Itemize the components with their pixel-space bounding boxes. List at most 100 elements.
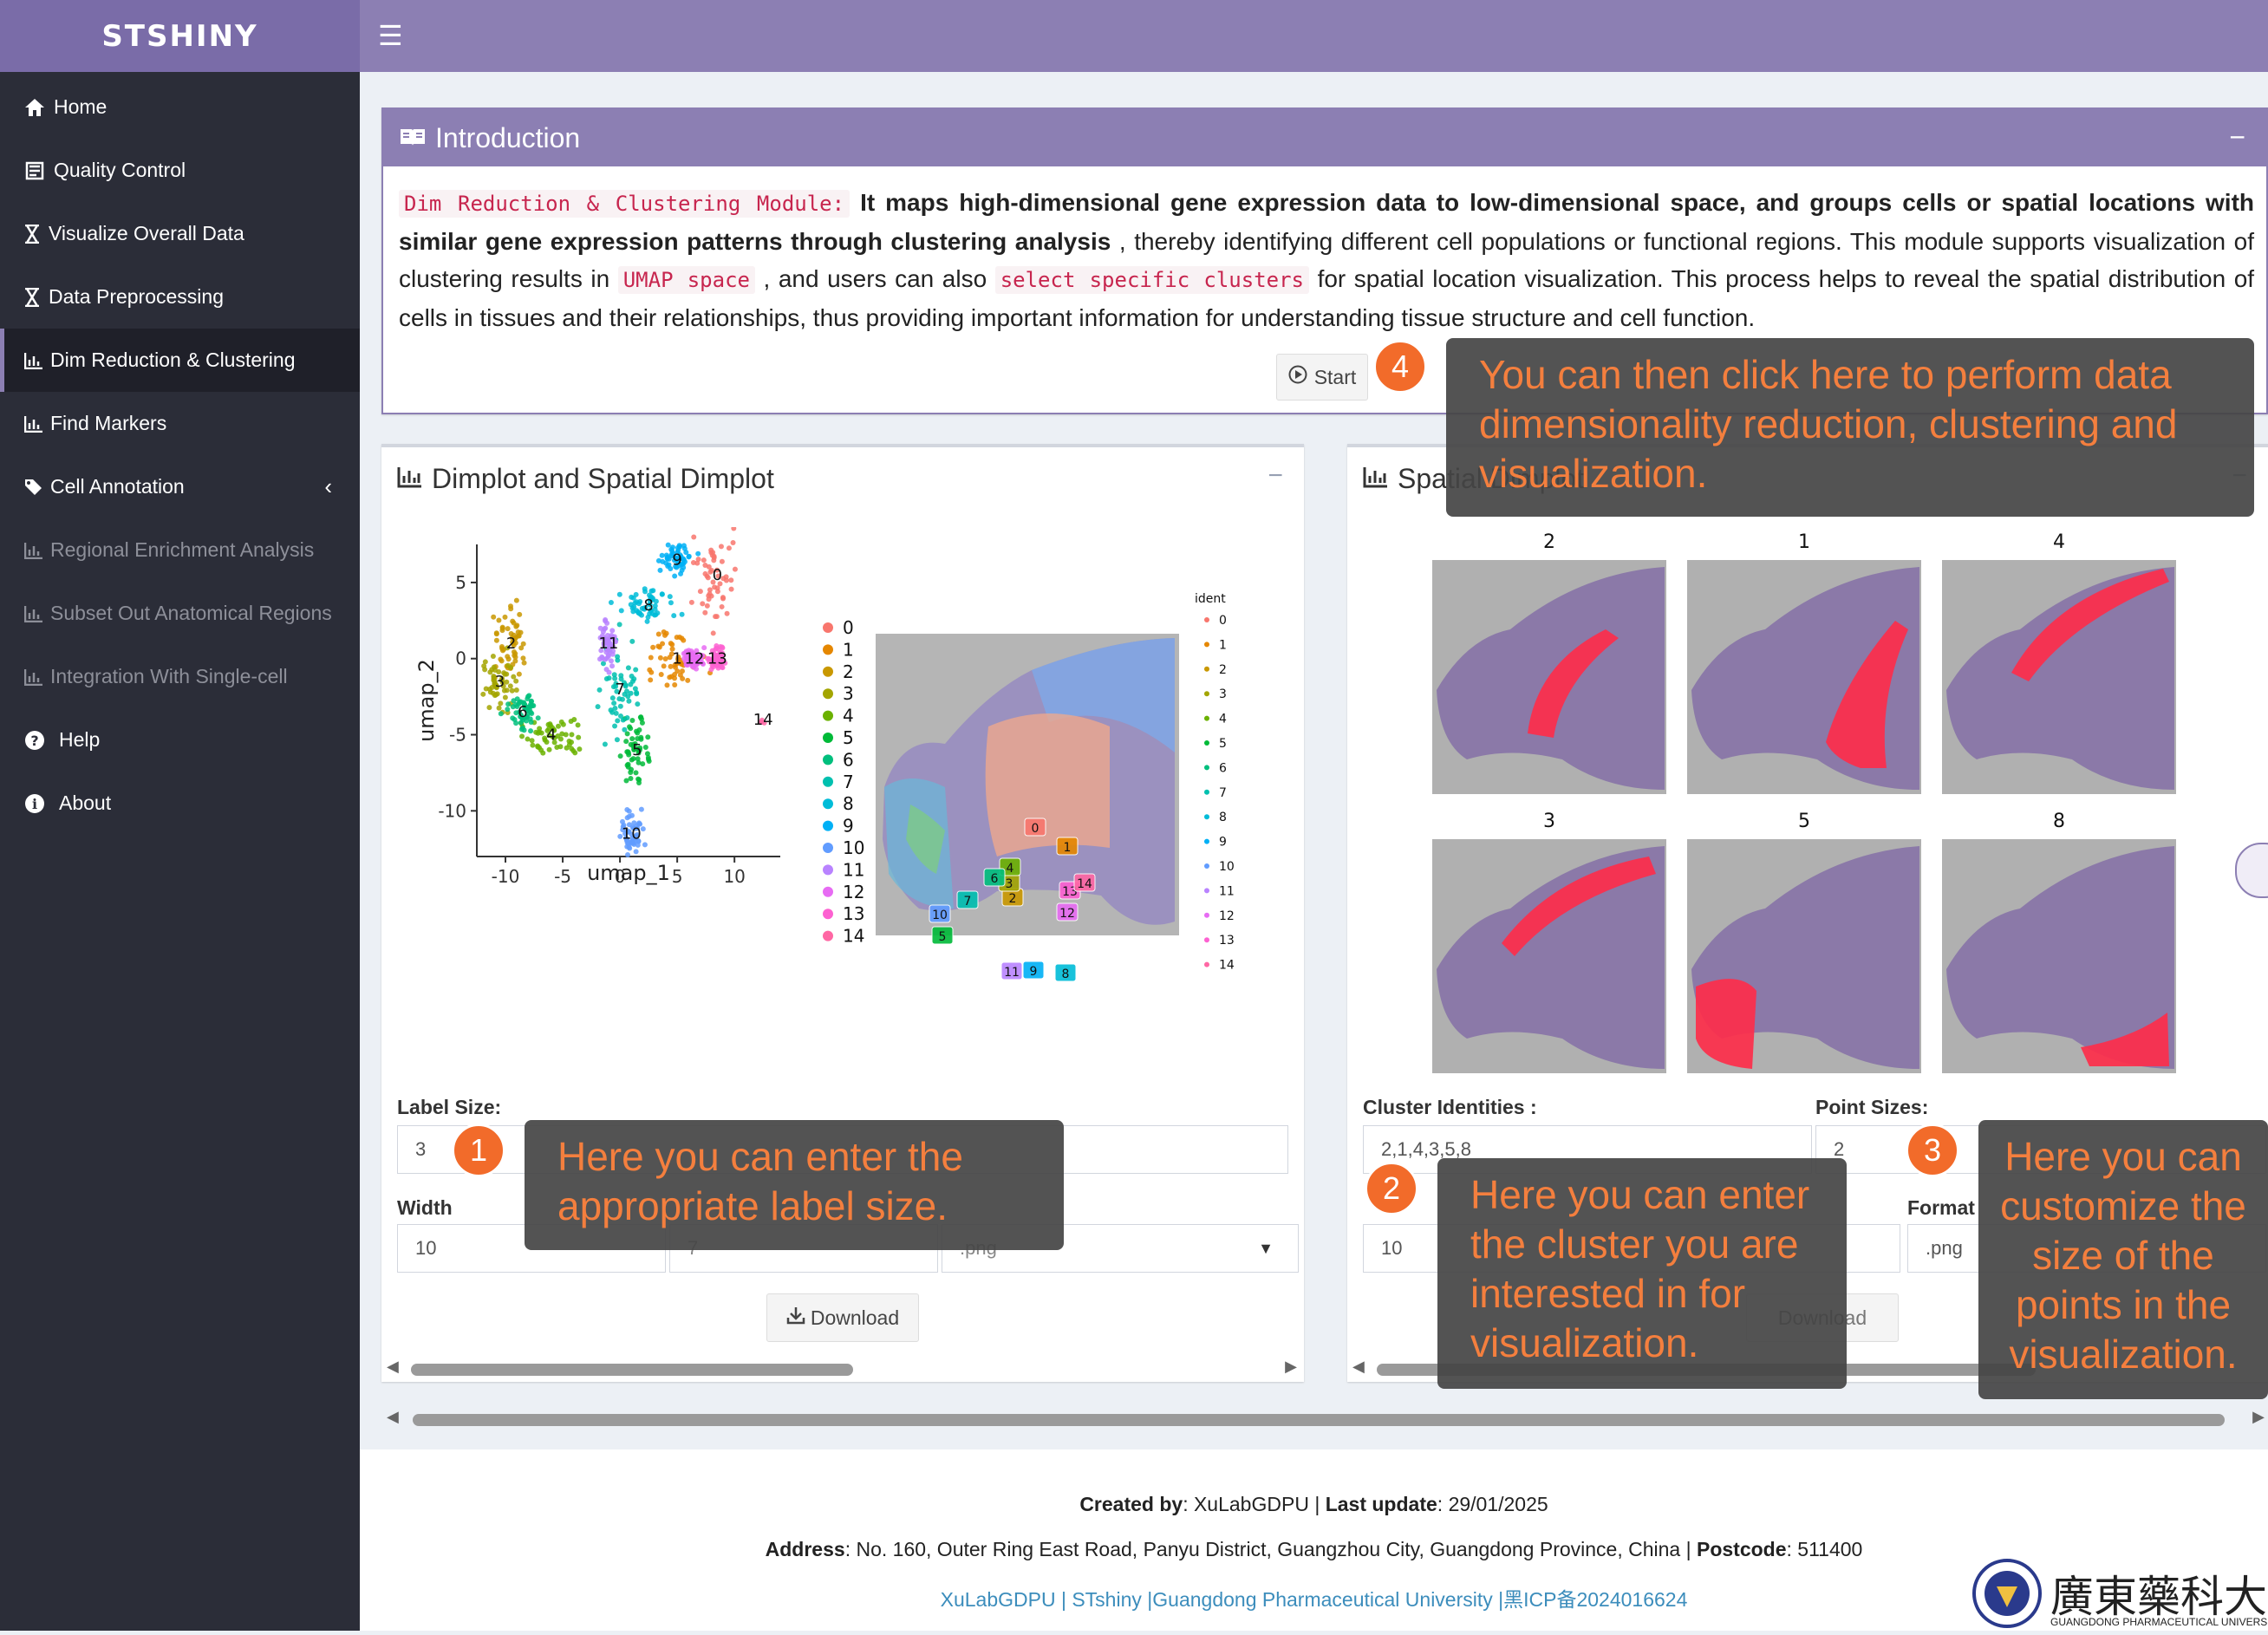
umap-point: [613, 710, 619, 716]
download-button[interactable]: Download: [766, 1293, 919, 1342]
link-icp[interactable]: 黑ICP备2024016624: [1503, 1588, 1688, 1611]
sidebar-item-regional-enrichment[interactable]: Regional Enrichment Analysis: [0, 518, 360, 582]
sidebar-item-cell-annotation[interactable]: Cell Annotation ‹: [0, 455, 360, 518]
facet-title: 4: [2053, 531, 2065, 553]
umap-point: [664, 682, 670, 688]
start-button[interactable]: Start: [1276, 354, 1368, 401]
umap-point: [557, 736, 564, 742]
umap-point: [697, 589, 703, 595]
legend-label: 9: [843, 816, 854, 837]
sidebar-item-subset-anatomical-regions[interactable]: Subset Out Anatomical Regions: [0, 582, 360, 645]
umap-cluster-label: 3: [495, 673, 505, 691]
sidebar-item-about[interactable]: i About: [0, 772, 360, 835]
sidebar-item-dim-reduction-clustering[interactable]: Dim Reduction & Clustering: [0, 329, 360, 392]
spatial-legend-swatch: [1204, 617, 1209, 622]
umap-point: [705, 575, 711, 581]
umap-point: [629, 766, 635, 772]
sidebar-item-data-preprocessing[interactable]: Data Preprocessing: [0, 265, 360, 329]
legend-swatch: [823, 710, 833, 721]
umap-point: [546, 746, 552, 752]
sidebar-item-label: Home: [54, 95, 108, 118]
format-label: Format: [1907, 1196, 1975, 1219]
spatial-cluster-badge: [983, 868, 1006, 887]
x-tick-label: 0: [615, 866, 626, 887]
sidebar-item-quality-control[interactable]: Quality Control: [0, 139, 360, 202]
umap-point: [513, 720, 519, 726]
spatial-cluster-badge: [1056, 902, 1079, 922]
facet-cluster-highlight: [2081, 1013, 2169, 1066]
umap-point: [603, 616, 609, 622]
y-tick-label: -10: [438, 800, 466, 821]
sidebar-item-integration-single-cell[interactable]: Integration With Single-cell: [0, 645, 360, 708]
umap-point: [546, 726, 552, 732]
umap-point: [688, 648, 694, 655]
link-stshiny[interactable]: STshiny: [1072, 1588, 1142, 1611]
sidebar-item-label: Find Markers: [50, 412, 167, 434]
umap-point: [633, 770, 639, 776]
spatial-legend-swatch: [1204, 961, 1209, 967]
link-xulabgdpu[interactable]: XuLabGDPU: [940, 1588, 1056, 1611]
step-badge-4: 4: [1373, 340, 1427, 394]
spatial-legend-swatch: [1204, 863, 1209, 869]
menu-toggle-icon[interactable]: ☰: [378, 20, 403, 51]
legend-label: 6: [843, 749, 854, 770]
scroll-left-icon[interactable]: ◀: [387, 1358, 399, 1375]
spatial-facet-grid: 2 1 4 3 5 8: [1347, 447, 2268, 1089]
page-horizontal-scrollbar[interactable]: ◀ ▶: [387, 1408, 2268, 1427]
scroll-left-icon[interactable]: ◀: [1352, 1358, 1365, 1375]
umap-point: [537, 726, 543, 732]
umap-point: [494, 691, 500, 697]
umap-point: [631, 676, 637, 682]
umap-point: [668, 600, 674, 606]
umap-point: [627, 845, 633, 851]
umap-point: [630, 840, 636, 846]
sidebar-item-label: Quality Control: [54, 159, 186, 181]
umap-cluster-label: 1: [672, 650, 681, 668]
spatial-cluster-label: 13: [1062, 885, 1078, 899]
link-gdpu[interactable]: Guangdong Pharmaceutical University: [1152, 1588, 1493, 1611]
sidebar-item-help[interactable]: ? Help: [0, 708, 360, 772]
legend-swatch: [823, 909, 833, 920]
umap-point: [681, 637, 687, 643]
umap-point: [513, 678, 519, 684]
spatial-cluster-label: 8: [1062, 967, 1070, 981]
umap-point: [728, 586, 734, 592]
umap-point: [604, 633, 610, 639]
umap-point: [525, 713, 531, 720]
scrollbar-thumb[interactable]: [411, 1364, 853, 1376]
collapse-icon[interactable]: −: [2229, 121, 2245, 153]
umap-cluster-label: 10: [622, 825, 642, 844]
umap-point: [498, 656, 504, 662]
chevron-left-icon[interactable]: ‹: [324, 473, 332, 499]
spatial-legend-swatch: [1204, 937, 1209, 943]
scroll-left-icon[interactable]: ◀: [387, 1408, 399, 1425]
umap-point: [533, 729, 539, 735]
umap-point: [617, 703, 623, 709]
umap-point: [639, 720, 645, 726]
sidebar-item-find-markers[interactable]: Find Markers: [0, 392, 360, 455]
collapse-icon[interactable]: −: [1268, 461, 1283, 490]
scroll-right-icon[interactable]: ▶: [2252, 1408, 2265, 1425]
umap-point: [545, 721, 551, 727]
umap-point: [695, 550, 701, 557]
umap-point: [524, 718, 530, 724]
umap-point: [655, 631, 662, 637]
umap-cluster-label: 5: [632, 741, 642, 759]
spatial-legend-label: 2: [1219, 663, 1227, 677]
umap-point: [635, 759, 642, 765]
sidebar-item-home[interactable]: Home: [0, 75, 360, 139]
umap-point: [530, 742, 536, 748]
legend-label: 1: [843, 639, 854, 660]
scrollbar-thumb[interactable]: [413, 1414, 2225, 1426]
y-tick-label: 0: [455, 648, 466, 669]
scroll-right-icon[interactable]: ▶: [1285, 1358, 1297, 1375]
umap-point: [535, 715, 541, 721]
spatial-legend-swatch: [1204, 765, 1209, 771]
app-logo[interactable]: STSHINY: [0, 0, 360, 72]
tooltip-point-sizes: Here you can customize the size of the p…: [1978, 1120, 2268, 1399]
umap-point: [672, 662, 678, 668]
horizontal-scrollbar[interactable]: ◀ ▶: [387, 1358, 1297, 1377]
spatial-cluster-badge: [1073, 873, 1096, 892]
umap-cluster-label: 2: [506, 635, 516, 653]
sidebar-item-visualize-overall-data[interactable]: Visualize Overall Data: [0, 202, 360, 265]
